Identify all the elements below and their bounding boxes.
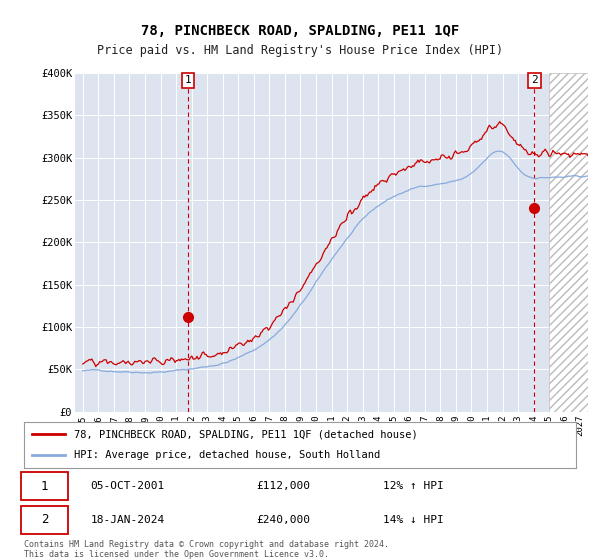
Text: 05-OCT-2001: 05-OCT-2001 — [90, 481, 164, 491]
FancyBboxPatch shape — [21, 506, 68, 534]
Text: £112,000: £112,000 — [256, 481, 310, 491]
Text: Contains HM Land Registry data © Crown copyright and database right 2024.
This d: Contains HM Land Registry data © Crown c… — [24, 540, 389, 559]
Text: 12% ↑ HPI: 12% ↑ HPI — [383, 481, 443, 491]
Text: 1: 1 — [41, 479, 48, 493]
Text: 2: 2 — [41, 513, 48, 526]
FancyBboxPatch shape — [21, 472, 68, 500]
Text: 2: 2 — [531, 76, 538, 85]
Text: 78, PINCHBECK ROAD, SPALDING, PE11 1QF (detached house): 78, PINCHBECK ROAD, SPALDING, PE11 1QF (… — [74, 429, 418, 439]
Text: 18-JAN-2024: 18-JAN-2024 — [90, 515, 164, 525]
Text: 78, PINCHBECK ROAD, SPALDING, PE11 1QF: 78, PINCHBECK ROAD, SPALDING, PE11 1QF — [141, 24, 459, 38]
Text: 1: 1 — [184, 76, 191, 85]
Text: £240,000: £240,000 — [256, 515, 310, 525]
Text: Price paid vs. HM Land Registry's House Price Index (HPI): Price paid vs. HM Land Registry's House … — [97, 44, 503, 57]
Text: HPI: Average price, detached house, South Holland: HPI: Average price, detached house, Sout… — [74, 450, 380, 460]
Text: 14% ↓ HPI: 14% ↓ HPI — [383, 515, 443, 525]
